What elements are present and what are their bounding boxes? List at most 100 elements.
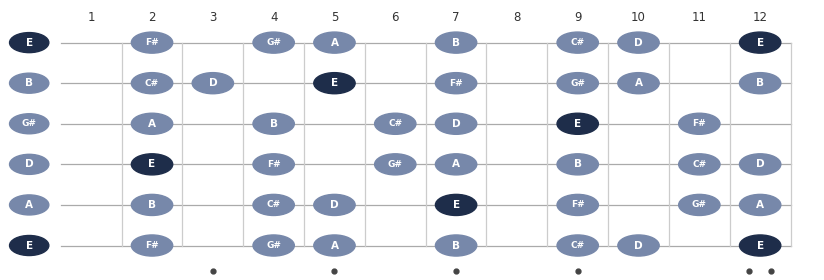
Ellipse shape: [679, 154, 720, 175]
Ellipse shape: [679, 194, 720, 216]
Text: E: E: [756, 38, 764, 48]
Text: A: A: [330, 38, 339, 48]
Ellipse shape: [10, 154, 49, 174]
Text: B: B: [452, 38, 460, 48]
Ellipse shape: [618, 32, 659, 53]
Text: F#: F#: [571, 200, 584, 209]
Text: C#: C#: [145, 79, 159, 88]
Ellipse shape: [10, 235, 49, 256]
Text: G#: G#: [388, 160, 403, 169]
Text: E: E: [331, 78, 338, 88]
Text: A: A: [330, 241, 339, 251]
Text: 11: 11: [692, 11, 707, 24]
Text: C#: C#: [388, 119, 402, 128]
Ellipse shape: [131, 235, 173, 256]
Ellipse shape: [618, 235, 659, 256]
Text: E: E: [452, 200, 460, 210]
Text: C#: C#: [267, 200, 281, 209]
Text: B: B: [269, 119, 278, 129]
Ellipse shape: [739, 32, 781, 53]
Text: A: A: [148, 119, 156, 129]
Ellipse shape: [375, 113, 416, 134]
Ellipse shape: [10, 73, 49, 93]
Text: 9: 9: [574, 11, 582, 24]
Text: G#: G#: [266, 241, 281, 250]
Ellipse shape: [435, 32, 477, 53]
Text: D: D: [452, 119, 461, 129]
Ellipse shape: [557, 32, 598, 53]
Text: F#: F#: [692, 119, 706, 128]
Text: E: E: [574, 119, 581, 129]
Text: 8: 8: [513, 11, 521, 24]
Ellipse shape: [314, 235, 355, 256]
Ellipse shape: [10, 32, 49, 53]
Ellipse shape: [435, 194, 477, 216]
Ellipse shape: [253, 154, 294, 175]
Ellipse shape: [314, 32, 355, 53]
Text: F#: F#: [145, 241, 159, 250]
Ellipse shape: [314, 73, 355, 94]
Ellipse shape: [435, 235, 477, 256]
Text: C#: C#: [692, 160, 706, 169]
Ellipse shape: [557, 194, 598, 216]
Ellipse shape: [739, 154, 781, 175]
Ellipse shape: [192, 73, 233, 94]
Ellipse shape: [557, 154, 598, 175]
Ellipse shape: [253, 32, 294, 53]
Ellipse shape: [314, 194, 355, 216]
Text: D: D: [634, 38, 643, 48]
Text: A: A: [26, 200, 33, 210]
Text: F#: F#: [267, 160, 280, 169]
Text: D: D: [208, 78, 218, 88]
Ellipse shape: [739, 73, 781, 94]
Text: G#: G#: [21, 119, 36, 128]
Ellipse shape: [435, 154, 477, 175]
Ellipse shape: [253, 235, 294, 256]
Text: E: E: [756, 241, 764, 251]
Ellipse shape: [557, 113, 598, 134]
Ellipse shape: [131, 32, 173, 53]
Text: G#: G#: [570, 79, 585, 88]
Text: 4: 4: [270, 11, 278, 24]
Text: G#: G#: [692, 200, 707, 209]
Ellipse shape: [10, 195, 49, 215]
Text: E: E: [26, 241, 33, 251]
Text: E: E: [26, 38, 33, 48]
Ellipse shape: [131, 73, 173, 94]
Ellipse shape: [435, 113, 477, 134]
Text: F#: F#: [449, 79, 463, 88]
Text: G#: G#: [266, 38, 281, 47]
Text: D: D: [634, 241, 643, 251]
Text: 1: 1: [87, 11, 95, 24]
Text: 6: 6: [391, 11, 399, 24]
Ellipse shape: [435, 73, 477, 94]
Text: A: A: [452, 159, 460, 169]
Ellipse shape: [739, 194, 781, 216]
Text: 3: 3: [209, 11, 217, 24]
Text: B: B: [574, 159, 582, 169]
Text: D: D: [330, 200, 339, 210]
Ellipse shape: [253, 194, 294, 216]
Text: 2: 2: [148, 11, 156, 24]
Ellipse shape: [131, 194, 173, 216]
Text: A: A: [634, 78, 643, 88]
Text: B: B: [26, 78, 33, 88]
Ellipse shape: [557, 235, 598, 256]
Ellipse shape: [375, 154, 416, 175]
Text: 10: 10: [631, 11, 646, 24]
Ellipse shape: [131, 113, 173, 134]
Ellipse shape: [10, 114, 49, 134]
Text: 5: 5: [330, 11, 338, 24]
Text: A: A: [756, 200, 764, 210]
Text: B: B: [756, 78, 764, 88]
Ellipse shape: [618, 73, 659, 94]
Text: C#: C#: [571, 38, 585, 47]
Ellipse shape: [253, 113, 294, 134]
Ellipse shape: [131, 154, 173, 175]
Text: E: E: [148, 159, 156, 169]
Text: 12: 12: [752, 11, 768, 24]
Ellipse shape: [557, 73, 598, 94]
Text: 7: 7: [452, 11, 460, 24]
Text: D: D: [756, 159, 765, 169]
Text: C#: C#: [571, 241, 585, 250]
